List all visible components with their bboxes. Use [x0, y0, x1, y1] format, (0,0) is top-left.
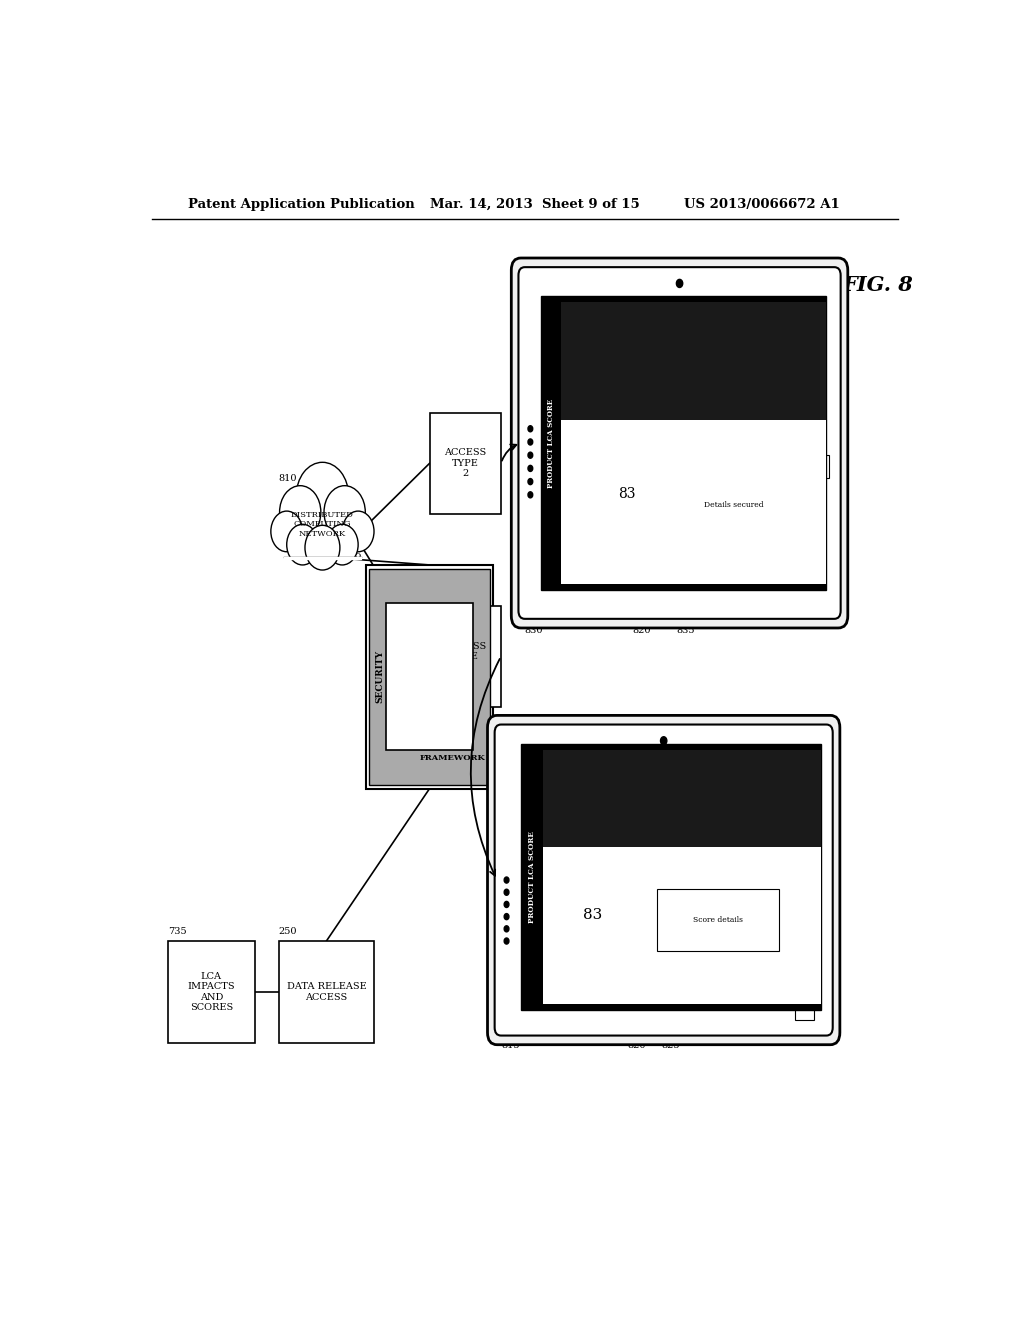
Text: ACCESS
TYPE
1: ACCESS TYPE 1	[444, 642, 486, 672]
FancyBboxPatch shape	[541, 296, 826, 590]
FancyBboxPatch shape	[814, 455, 828, 478]
Text: Details secured: Details secured	[703, 502, 763, 510]
FancyBboxPatch shape	[430, 412, 501, 515]
FancyBboxPatch shape	[521, 744, 821, 1010]
Text: ACCESS
TYPE
2: ACCESS TYPE 2	[444, 449, 486, 478]
Circle shape	[504, 925, 509, 932]
Circle shape	[677, 280, 683, 288]
Text: FRAMEWORK: FRAMEWORK	[420, 754, 485, 762]
FancyBboxPatch shape	[657, 890, 779, 952]
Circle shape	[504, 902, 509, 907]
FancyBboxPatch shape	[168, 941, 255, 1043]
Text: PRODUCT LCA SCORE: PRODUCT LCA SCORE	[547, 399, 555, 487]
Text: 835: 835	[677, 626, 695, 635]
Circle shape	[504, 876, 509, 883]
Text: 83: 83	[618, 487, 636, 500]
Circle shape	[660, 737, 667, 744]
FancyBboxPatch shape	[430, 606, 501, 708]
Circle shape	[270, 511, 303, 552]
Text: 205: 205	[344, 550, 362, 560]
FancyBboxPatch shape	[495, 725, 833, 1036]
Circle shape	[327, 524, 358, 565]
Text: PRODUCT LCA SCORE: PRODUCT LCA SCORE	[528, 832, 536, 923]
Text: 335: 335	[509, 399, 527, 408]
FancyBboxPatch shape	[511, 257, 848, 628]
Circle shape	[504, 939, 509, 944]
Circle shape	[280, 486, 321, 539]
Text: 825: 825	[662, 1040, 680, 1049]
Text: Patent Application Publication: Patent Application Publication	[187, 198, 415, 211]
FancyBboxPatch shape	[370, 569, 489, 784]
Text: SECURITY: SECURITY	[376, 651, 385, 704]
Text: LCA
IMPACTS
AND
SCORES: LCA IMPACTS AND SCORES	[187, 972, 236, 1012]
FancyBboxPatch shape	[560, 302, 826, 420]
Text: 820: 820	[628, 1040, 646, 1049]
Circle shape	[528, 453, 532, 458]
Text: 250: 250	[279, 927, 297, 936]
Text: 820: 820	[632, 626, 650, 635]
FancyBboxPatch shape	[543, 750, 821, 1005]
FancyBboxPatch shape	[795, 1005, 814, 1020]
Text: Mar. 14, 2013  Sheet 9 of 15: Mar. 14, 2013 Sheet 9 of 15	[430, 198, 639, 211]
FancyBboxPatch shape	[560, 302, 826, 585]
FancyBboxPatch shape	[518, 267, 841, 619]
FancyBboxPatch shape	[386, 603, 473, 751]
Text: 815: 815	[501, 1040, 519, 1049]
Text: US 2013/0066672 A1: US 2013/0066672 A1	[684, 198, 840, 211]
Circle shape	[504, 890, 509, 895]
Text: FIG. 8: FIG. 8	[842, 276, 913, 296]
Circle shape	[342, 511, 374, 552]
Circle shape	[528, 466, 532, 471]
FancyBboxPatch shape	[487, 715, 840, 1044]
Circle shape	[504, 913, 509, 920]
Circle shape	[305, 525, 340, 570]
Text: DISTRIBUTED
COMPUTING
NETWORK: DISTRIBUTED COMPUTING NETWORK	[291, 511, 354, 537]
FancyBboxPatch shape	[543, 750, 821, 846]
Text: 330: 330	[456, 578, 474, 587]
Circle shape	[528, 426, 532, 432]
Text: 810: 810	[279, 474, 297, 483]
Circle shape	[528, 479, 532, 484]
Circle shape	[296, 462, 348, 529]
Text: 83: 83	[584, 908, 603, 923]
Text: Score details: Score details	[693, 916, 743, 924]
Circle shape	[324, 486, 366, 539]
Circle shape	[528, 492, 532, 498]
Text: 830: 830	[524, 626, 544, 635]
FancyBboxPatch shape	[367, 565, 494, 788]
Circle shape	[287, 524, 318, 565]
FancyBboxPatch shape	[279, 941, 374, 1043]
Circle shape	[528, 440, 532, 445]
Text: DATA RELEASE
ACCESS: DATA RELEASE ACCESS	[287, 982, 367, 1002]
Text: 735: 735	[168, 927, 186, 936]
